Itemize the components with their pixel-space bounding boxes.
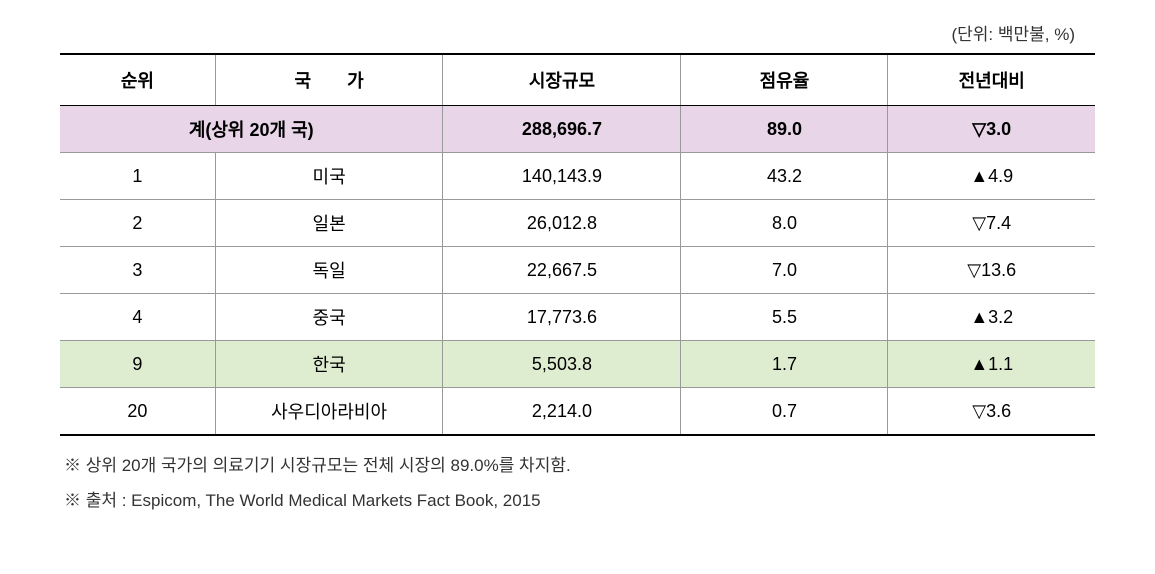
cell-rank: 20 [60, 388, 215, 436]
col-share: 점유율 [681, 54, 888, 106]
cell-market-size: 17,773.6 [443, 294, 681, 341]
cell-yoy: ▽7.4 [888, 200, 1095, 247]
cell-share: 7.0 [681, 247, 888, 294]
cell-country: 독일 [215, 247, 443, 294]
table-header-row: 순위 국 가 시장규모 점유율 전년대비 [60, 54, 1095, 106]
cell-share: 5.5 [681, 294, 888, 341]
cell-rank: 3 [60, 247, 215, 294]
summary-row: 계(상위 20개 국) 288,696.7 89.0 ▽3.0 [60, 106, 1095, 153]
table-row: 4 중국 17,773.6 5.5 ▲3.2 [60, 294, 1095, 341]
cell-rank: 9 [60, 341, 215, 388]
cell-rank: 4 [60, 294, 215, 341]
cell-country: 한국 [215, 341, 443, 388]
col-market-size: 시장규모 [443, 54, 681, 106]
cell-country: 미국 [215, 153, 443, 200]
cell-market-size: 26,012.8 [443, 200, 681, 247]
summary-market-size: 288,696.7 [443, 106, 681, 153]
summary-label: 계(상위 20개 국) [60, 106, 443, 153]
unit-label: (단위: 백만불, %) [60, 20, 1095, 45]
col-rank: 순위 [60, 54, 215, 106]
summary-yoy: ▽3.0 [888, 106, 1095, 153]
cell-market-size: 2,214.0 [443, 388, 681, 436]
cell-yoy: ▲4.9 [888, 153, 1095, 200]
table-row: 20 사우디아라비아 2,214.0 0.7 ▽3.6 [60, 388, 1095, 436]
summary-share: 89.0 [681, 106, 888, 153]
cell-market-size: 5,503.8 [443, 341, 681, 388]
footnote-2: ※ 출처 : Espicom, The World Medical Market… [64, 486, 1095, 517]
footnotes: ※ 상위 20개 국가의 의료기기 시장규모는 전체 시장의 89.0%를 차지… [60, 451, 1095, 516]
cell-share: 8.0 [681, 200, 888, 247]
cell-yoy: ▽13.6 [888, 247, 1095, 294]
cell-share: 43.2 [681, 153, 888, 200]
cell-yoy: ▲3.2 [888, 294, 1095, 341]
table-row: 3 독일 22,667.5 7.0 ▽13.6 [60, 247, 1095, 294]
cell-yoy: ▲1.1 [888, 341, 1095, 388]
cell-share: 1.7 [681, 341, 888, 388]
cell-share: 0.7 [681, 388, 888, 436]
col-yoy: 전년대비 [888, 54, 1095, 106]
cell-market-size: 140,143.9 [443, 153, 681, 200]
footnote-1: ※ 상위 20개 국가의 의료기기 시장규모는 전체 시장의 89.0%를 차지… [64, 451, 1095, 482]
cell-yoy: ▽3.6 [888, 388, 1095, 436]
col-country: 국 가 [215, 54, 443, 106]
cell-country: 중국 [215, 294, 443, 341]
cell-country: 일본 [215, 200, 443, 247]
cell-country: 사우디아라비아 [215, 388, 443, 436]
market-table: 순위 국 가 시장규모 점유율 전년대비 계(상위 20개 국) 288,696… [60, 53, 1095, 436]
table-row-highlight: 9 한국 5,503.8 1.7 ▲1.1 [60, 341, 1095, 388]
cell-rank: 1 [60, 153, 215, 200]
cell-market-size: 22,667.5 [443, 247, 681, 294]
table-row: 2 일본 26,012.8 8.0 ▽7.4 [60, 200, 1095, 247]
table-row: 1 미국 140,143.9 43.2 ▲4.9 [60, 153, 1095, 200]
cell-rank: 2 [60, 200, 215, 247]
